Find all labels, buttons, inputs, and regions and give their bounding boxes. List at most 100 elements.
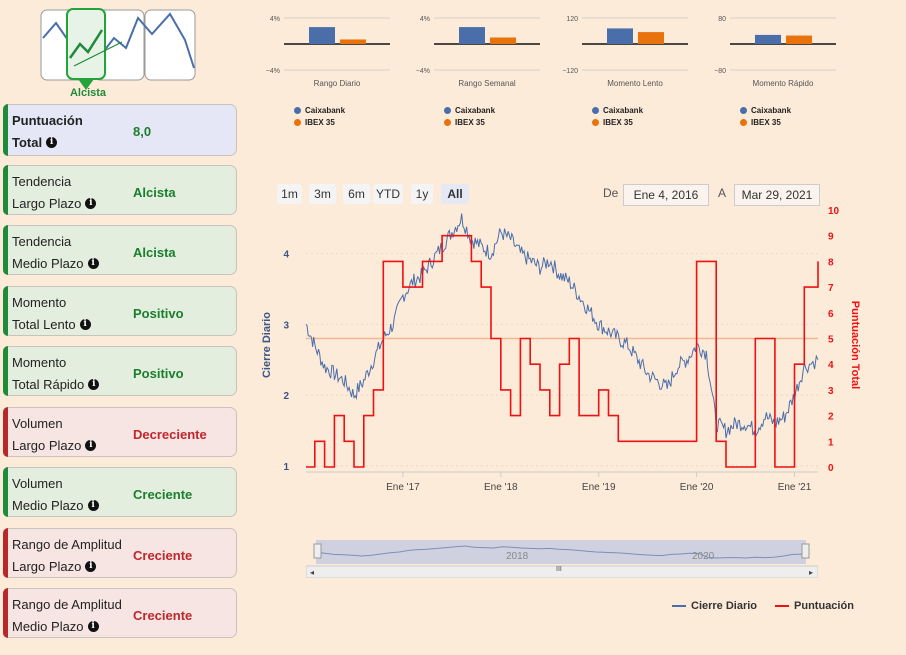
mini-legend-item[interactable]: IBEX 35 — [294, 118, 335, 127]
legend-line-blue — [672, 605, 686, 607]
mini-legend-item[interactable]: IBEX 35 — [444, 118, 485, 127]
mini-ymax-label: 4% — [420, 16, 430, 23]
range-button-3m[interactable]: 3m — [309, 184, 336, 204]
indicator-card[interactable]: Tendencia Largo Plazo i Alcista — [3, 165, 237, 215]
card-value: Positivo — [133, 366, 184, 381]
card-title-line2: Medio Plazo i — [12, 498, 99, 513]
card-accent-bar — [3, 346, 8, 396]
card-title-line2-text: Total Lento — [12, 317, 76, 332]
card-value: 8,0 — [133, 124, 152, 139]
mini-legend-label: Caixabank — [751, 106, 792, 115]
card-title-line2: Total Rápido i — [12, 377, 100, 392]
mini-chart[interactable]: 120 −120 Momento Lento Caixabank IBEX 35 — [550, 8, 700, 133]
indicator-card[interactable]: Rango de Amplitud Largo Plazo i Creciente — [3, 528, 237, 578]
y2-tick-label: 7 — [828, 283, 834, 294]
range-button-ytd[interactable]: YTD — [373, 184, 403, 204]
info-icon[interactable]: i — [87, 500, 99, 511]
mini-legend-dot — [294, 107, 301, 114]
card-title-line2-text: Total — [12, 135, 43, 150]
mini-legend-item[interactable]: Caixabank — [740, 106, 791, 115]
card-title-line2: Largo Plazo i — [12, 196, 97, 211]
card-accent-bar — [3, 165, 8, 215]
info-icon[interactable]: i — [85, 198, 97, 209]
series-puntuacion[interactable] — [306, 234, 819, 468]
mini-chart[interactable]: 4% −4% Rango Diario Caixabank IBEX 35 — [252, 8, 402, 133]
range-button-1m[interactable]: 1m — [277, 184, 302, 204]
scrollbar-grip[interactable]: III — [556, 566, 562, 573]
mini-legend-dot — [444, 107, 451, 114]
navigator-handle-left[interactable] — [313, 543, 322, 559]
mini-bar-ibex[interactable] — [638, 32, 664, 44]
legend-item-cierre[interactable]: Cierre Diario — [672, 600, 757, 612]
navigator-handle-right[interactable] — [801, 543, 810, 559]
mini-bar-caixabank[interactable] — [755, 34, 781, 44]
info-icon[interactable]: i — [87, 258, 99, 269]
card-title-line1: Volumen — [12, 416, 63, 431]
mini-bar-ibex[interactable] — [490, 37, 516, 45]
indicator-card[interactable]: Volumen Largo Plazo i Decreciente — [3, 407, 237, 457]
scroll-right-icon[interactable]: ▸ — [809, 568, 813, 577]
mini-legend-item[interactable]: IBEX 35 — [592, 118, 633, 127]
mini-legend-item[interactable]: Caixabank — [592, 106, 643, 115]
card-title-line2-text: Medio Plazo — [12, 619, 84, 634]
mini-legend-dot — [294, 119, 301, 126]
card-value: Creciente — [133, 608, 193, 623]
card-title-line1: Volumen — [12, 476, 63, 491]
info-icon[interactable]: i — [85, 561, 97, 572]
range-button-1y[interactable]: 1y — [411, 184, 433, 204]
indicator-card[interactable]: Puntuación Total i 8,0 — [3, 104, 237, 156]
mini-legend-item[interactable]: Caixabank — [294, 106, 345, 115]
card-title-line2-text: Largo Plazo — [12, 438, 82, 453]
y-tick-label: 4 — [283, 249, 289, 260]
card-title-line1: Tendencia — [12, 234, 72, 249]
mini-chart[interactable]: 80 −80 Momento Rápido Caixabank IBEX 35 — [698, 8, 848, 133]
card-title-line1: Momento — [12, 295, 67, 310]
mini-chart[interactable]: 4% −4% Rango Semanal Caixabank IBEX 35 — [402, 8, 552, 133]
mini-bar-ibex[interactable] — [340, 39, 366, 44]
range-button-6m[interactable]: 6m — [343, 184, 370, 204]
y-axis-title: Cierre Diario — [261, 312, 273, 378]
navigator[interactable]: ◂ ▸ 2018 2020 III — [305, 538, 819, 579]
legend-label-puntuacion: Puntuación — [794, 600, 854, 612]
indicator-card[interactable]: Tendencia Medio Plazo i Alcista — [3, 225, 237, 275]
mini-legend-label: Caixabank — [305, 106, 346, 115]
info-icon[interactable]: i — [88, 379, 100, 390]
indicator-card[interactable]: Momento Total Lento i Positivo — [3, 286, 237, 336]
x-tick-label: Ene '18 — [484, 482, 518, 493]
indicator-card[interactable]: Volumen Medio Plazo i Creciente — [3, 467, 237, 517]
card-title-line2-text: Largo Plazo — [12, 559, 82, 574]
y2-tick-label: 8 — [828, 257, 834, 268]
range-button-all[interactable]: All — [441, 184, 469, 204]
y2-tick-label: 10 — [828, 206, 840, 217]
mini-legend-dot — [740, 107, 747, 114]
scroll-left-icon[interactable]: ◂ — [310, 568, 314, 577]
info-icon[interactable]: i — [79, 319, 91, 330]
series-cierre-diario[interactable] — [305, 213, 819, 439]
mini-legend-dot — [592, 119, 599, 126]
date-from-input[interactable]: Ene 4, 2016 — [623, 184, 709, 206]
navigator-selection — [316, 540, 806, 564]
info-icon[interactable]: i — [46, 137, 58, 148]
indicator-card[interactable]: Momento Total Rápido i Positivo — [3, 346, 237, 396]
y-tick-label: 2 — [283, 391, 289, 402]
mini-ymax-label: 4% — [270, 16, 280, 23]
navigator-scrollbar[interactable] — [305, 565, 819, 579]
info-icon[interactable]: i — [87, 621, 99, 632]
trend-icon: Alcista — [40, 8, 196, 100]
mini-bar-caixabank[interactable] — [607, 28, 633, 44]
mini-legend-item[interactable]: Caixabank — [444, 106, 495, 115]
date-to-input[interactable]: Mar 29, 2021 — [734, 184, 820, 206]
mini-bar-ibex[interactable] — [786, 35, 812, 44]
mini-legend-label: Caixabank — [603, 106, 644, 115]
indicator-card[interactable]: Rango de Amplitud Medio Plazo i Creciente — [3, 588, 237, 638]
mini-bar-caixabank[interactable] — [309, 27, 335, 44]
mini-bar-caixabank[interactable] — [459, 27, 485, 44]
card-title-line2: Total Lento i — [12, 317, 91, 332]
info-icon[interactable]: i — [85, 440, 97, 451]
legend-item-puntuacion[interactable]: Puntuación — [775, 600, 854, 612]
mini-chart-title: Rango Diario — [314, 79, 361, 88]
card-title-line2: Medio Plazo i — [12, 619, 99, 634]
mini-chart-svg: 4% −4% Rango Semanal — [416, 16, 540, 88]
mini-legend-item[interactable]: IBEX 35 — [740, 118, 781, 127]
